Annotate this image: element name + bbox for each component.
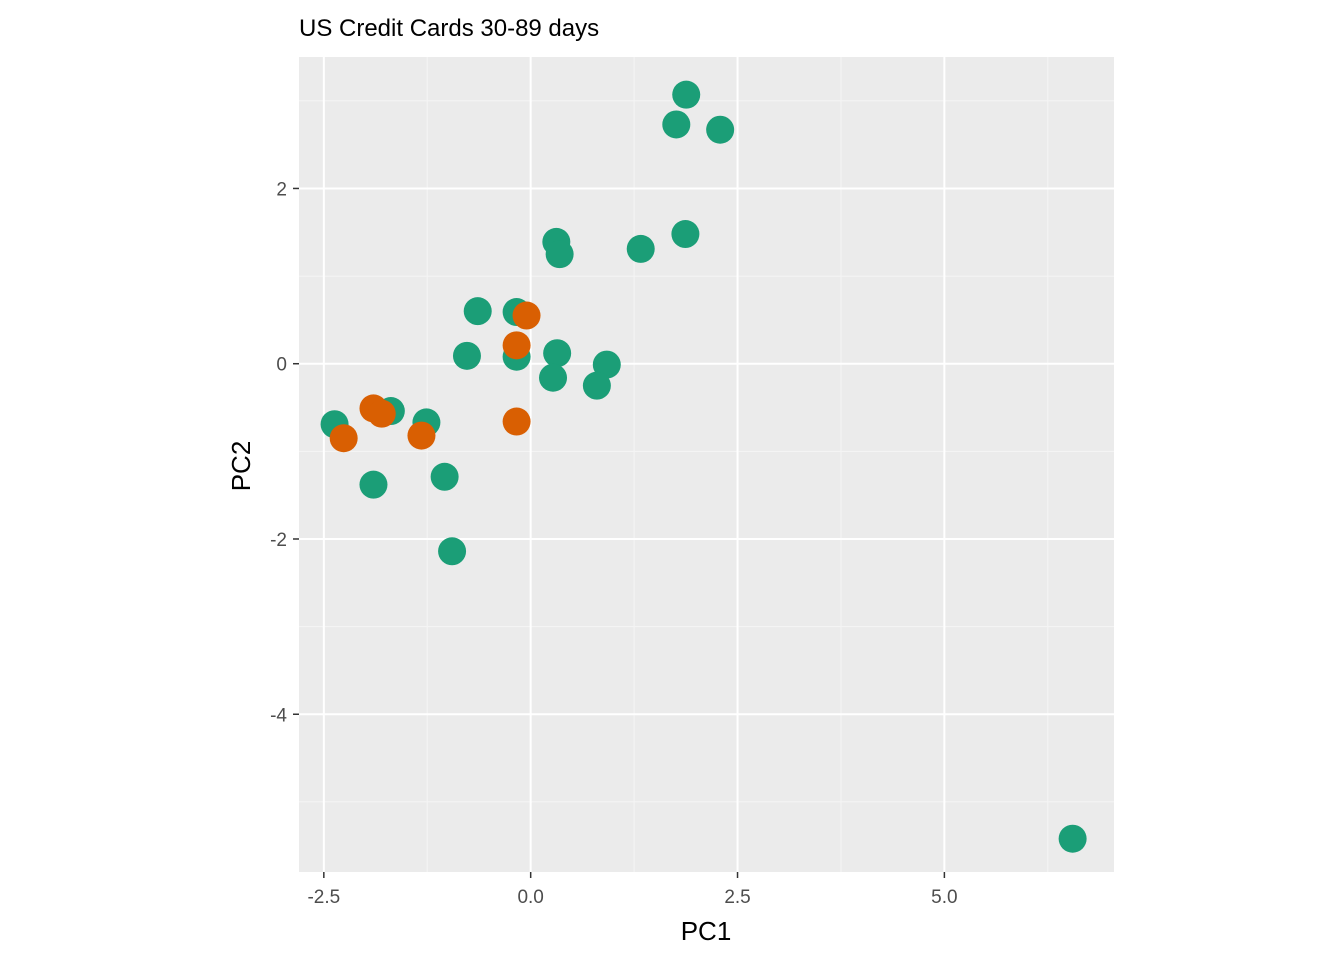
data-point-series-2 <box>502 407 531 436</box>
data-point-series-1 <box>359 470 388 499</box>
data-point-series-1 <box>463 297 492 326</box>
data-point-series-2 <box>407 421 436 450</box>
y-tick-label: -4 <box>270 705 287 726</box>
x-tick-label: 5.0 <box>931 887 957 908</box>
y-axis: -4 -2 0 2 <box>270 179 299 726</box>
data-point-series-1 <box>430 462 459 491</box>
data-point-series-2 <box>329 424 358 453</box>
data-point-series-1 <box>539 363 568 392</box>
data-points <box>320 80 1087 853</box>
plot-panel <box>299 57 1114 872</box>
data-point-series-1 <box>1058 824 1087 853</box>
data-point-series-1 <box>452 341 481 370</box>
data-point-series-2 <box>512 301 541 330</box>
y-tick-label: 2 <box>276 179 287 200</box>
chart-title: US Credit Cards 30-89 days <box>299 15 599 42</box>
x-tick-label: 0.0 <box>517 887 543 908</box>
data-point-series-1 <box>672 80 701 109</box>
x-tick-label: 2.5 <box>724 887 750 908</box>
y-tick-label: -2 <box>270 530 287 551</box>
data-point-series-1 <box>706 115 735 144</box>
minor-gridlines <box>299 57 1114 872</box>
y-tick-label: 0 <box>276 355 287 376</box>
data-point-series-1 <box>543 339 572 368</box>
data-point-series-1 <box>662 110 691 139</box>
data-point-series-2 <box>502 331 531 360</box>
data-point-series-1 <box>626 234 655 263</box>
data-point-series-1 <box>582 371 611 400</box>
x-axis-title: PC1 <box>681 916 732 946</box>
data-point-series-1 <box>592 350 621 379</box>
major-gridlines <box>299 57 1114 872</box>
data-point-series-2 <box>367 399 396 428</box>
data-point-series-1 <box>438 537 467 566</box>
x-tick-label: -2.5 <box>307 887 340 908</box>
x-axis: -2.5 0.0 2.5 5.0 <box>307 872 958 908</box>
data-point-series-1 <box>671 220 700 249</box>
data-point-series-1 <box>545 240 574 269</box>
y-axis-title: PC2 <box>226 441 256 492</box>
